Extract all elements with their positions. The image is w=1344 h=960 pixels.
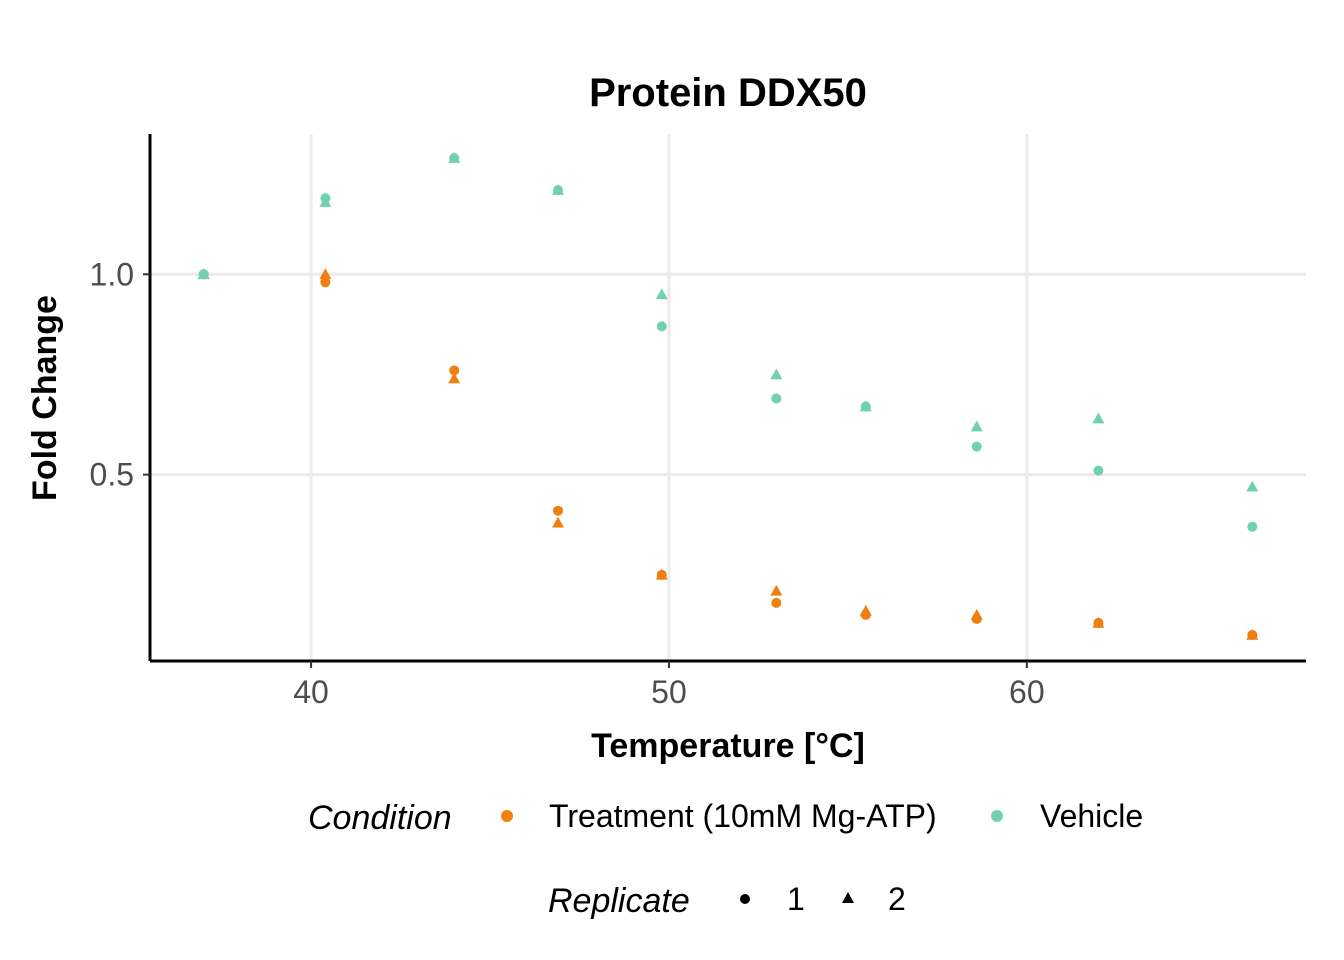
data-point-circle [1247, 521, 1258, 532]
legend-key-vehicle [991, 810, 1003, 822]
data-point-circle [553, 505, 563, 516]
data-point-triangle [197, 268, 210, 280]
data-point-triangle [448, 372, 461, 384]
legend-label-vehicle: Vehicle [1040, 798, 1143, 834]
data-point-circle [656, 321, 667, 332]
data-point-circle [320, 277, 331, 288]
data-point-triangle [448, 152, 461, 163]
data-point-triangle [552, 516, 564, 528]
data-point-triangle [970, 608, 983, 620]
data-point-circle [1093, 465, 1104, 476]
data-point-triangle [655, 288, 668, 300]
data-point-triangle [552, 184, 564, 195]
legend-key-treatment [501, 810, 513, 822]
condition-legend: Condition Treatment (10mM Mg-ATP) Vehicl… [308, 798, 1143, 837]
legend-label-replicate-2: 2 [888, 881, 906, 917]
data-point-triangle [1246, 480, 1259, 492]
data-point-triangle [1092, 412, 1105, 424]
y-axis-title: Fold Change [26, 295, 64, 501]
legend-key-replicate-2 [842, 892, 854, 903]
data-point-triangle [1092, 616, 1105, 628]
legend-label-treatment: Treatment (10mM Mg-ATP) [549, 798, 937, 834]
legend-label-replicate-1: 1 [787, 881, 805, 917]
data-point-circle [771, 393, 782, 404]
data-point-triangle [770, 584, 783, 596]
condition-legend-title: Condition [308, 799, 452, 837]
x-tick-label: 40 [293, 674, 329, 710]
replicate-legend-title: Replicate [548, 882, 690, 920]
data-point-triangle [319, 196, 332, 207]
legend-key-replicate-1 [740, 894, 750, 904]
replicate-legend: Replicate 1 2 [548, 881, 906, 920]
y-tick-label: 0.5 [90, 457, 134, 493]
data-point-triangle [970, 420, 983, 432]
data-point-circle [971, 441, 982, 452]
data-point-triangle [859, 604, 872, 616]
chart-title: Protein DDX50 [589, 71, 867, 115]
x-tick-label: 50 [651, 674, 687, 710]
data-point-triangle [859, 400, 872, 412]
data-points [197, 152, 1259, 640]
grid-lines [150, 134, 1306, 661]
data-point-triangle [319, 268, 332, 280]
y-axis-ticks: 0.5 1.0 [90, 256, 150, 493]
data-point-triangle [1246, 628, 1259, 640]
data-point-circle [771, 597, 782, 608]
data-point-triangle [770, 368, 783, 380]
data-point-circle [449, 365, 460, 376]
y-tick-label: 1.0 [90, 256, 134, 292]
x-tick-label: 60 [1009, 674, 1045, 710]
x-axis-title: Temperature [°C] [591, 727, 865, 765]
data-point-triangle [655, 568, 668, 580]
x-axis-ticks: 40 50 60 [293, 661, 1045, 710]
